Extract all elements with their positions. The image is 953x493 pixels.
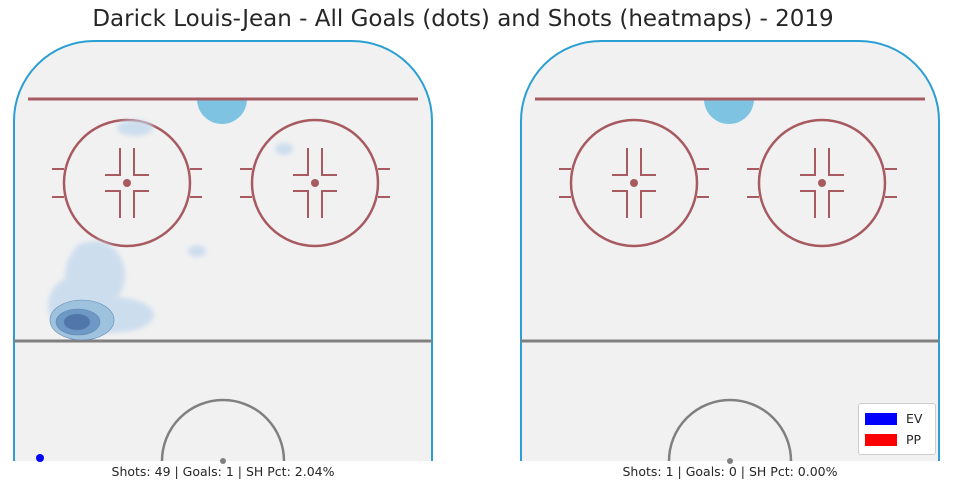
faceoff-dot [311,179,319,187]
rink-right [521,41,939,464]
faceoff-dot [818,179,826,187]
heatmap-blob [70,242,106,282]
legend-swatch-ev [865,413,897,425]
heatmap-contour [275,143,293,155]
goal-dot [36,454,44,462]
legend-item-pp: PP [865,429,929,450]
faceoff-dot [123,179,131,187]
heatmap-contour [64,314,90,330]
rink-left [14,41,432,464]
legend-item-ev: EV [865,408,929,429]
heatmap-blob [64,314,90,330]
legend-label-ev: EV [906,411,922,426]
faceoff-dot [630,179,638,187]
legend-swatch-pp [865,434,897,446]
heatmap-blob [188,245,206,257]
heatmap-contour [117,120,153,136]
heatmap-contour [188,245,206,257]
panel-right-caption: Shots: 1 | Goals: 0 | SH Pct: 0.00% [520,464,940,479]
heatmap-blob [275,143,293,155]
heatmap-blob [117,120,153,136]
panel-left-caption: Shots: 49 | Goals: 1 | SH Pct: 2.04% [13,464,433,479]
legend-label-pp: PP [906,432,921,447]
legend: EV PP [858,403,936,455]
